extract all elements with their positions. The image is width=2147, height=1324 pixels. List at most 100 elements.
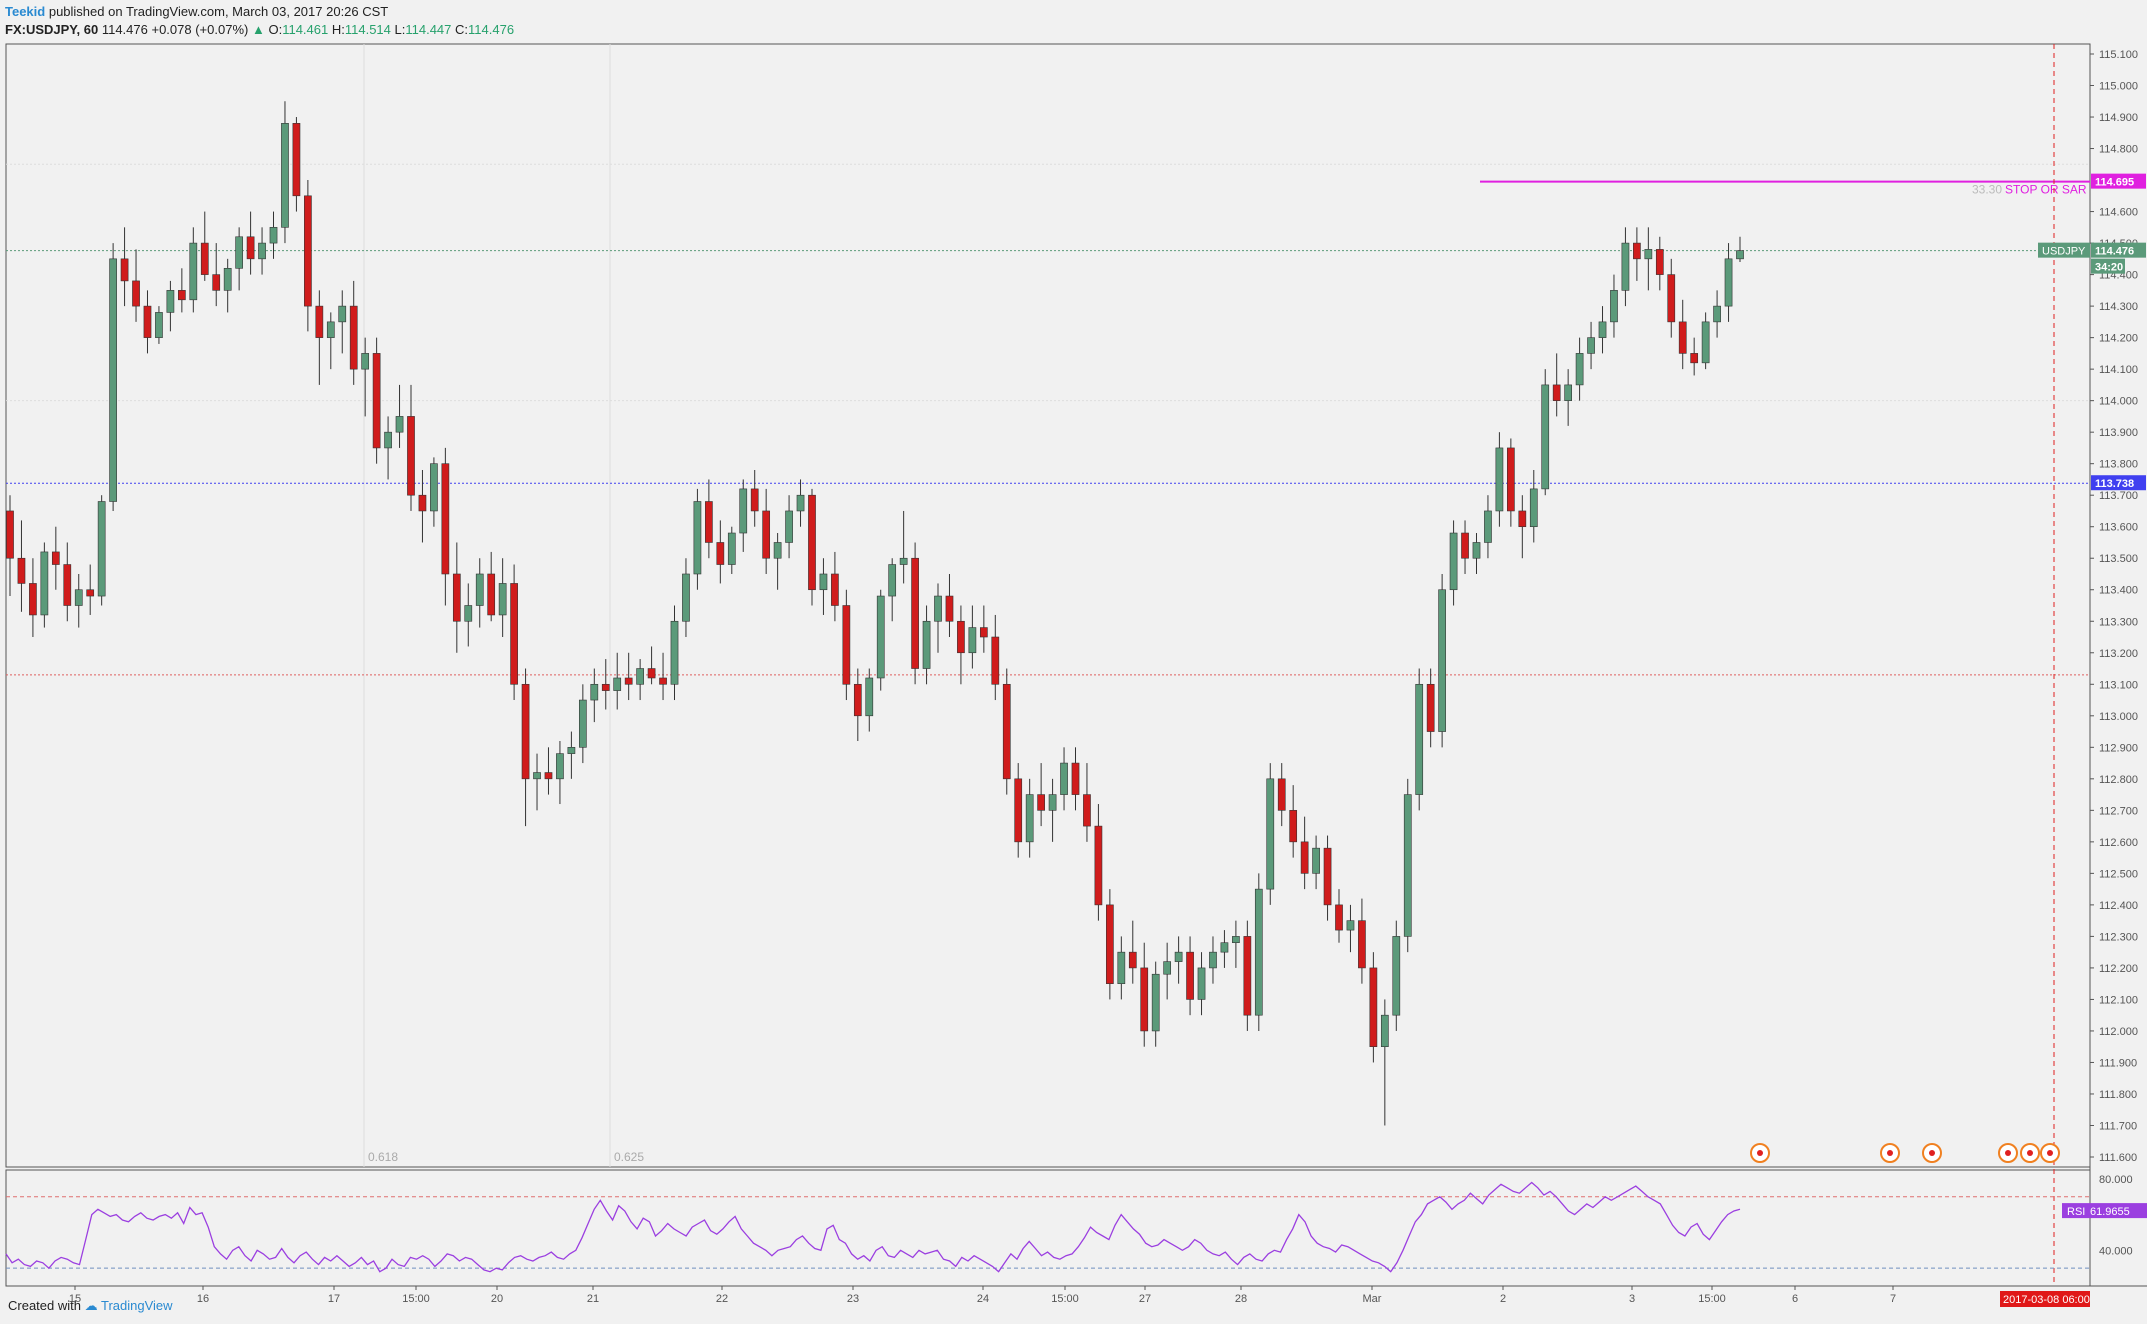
- candle-body: [498, 583, 507, 616]
- time-tick-label: 22: [716, 1293, 728, 1305]
- candle-body: [212, 274, 221, 291]
- candle-body: [544, 772, 553, 780]
- candle-body: [601, 683, 610, 691]
- time-tick-label: 3: [1629, 1293, 1635, 1305]
- price-tick-label: 113.900: [2099, 427, 2138, 439]
- event-marker-dot-icon: [1757, 1150, 1763, 1156]
- candle-body: [957, 620, 965, 654]
- candle-body: [1002, 683, 1011, 780]
- candle-body: [155, 312, 163, 338]
- candle-body: [911, 557, 919, 669]
- price-tick-label: 112.600: [2099, 837, 2138, 849]
- countdown-tag-bg: [2091, 258, 2125, 274]
- candle-body: [1094, 825, 1103, 906]
- candle-body: [613, 677, 622, 691]
- candle-body: [785, 510, 793, 543]
- rsi-label: RSI: [2067, 1206, 2085, 1218]
- candle-body: [189, 242, 198, 301]
- time-tick-label: 27: [1139, 1293, 1151, 1305]
- price-tick-label: 113.400: [2099, 585, 2138, 597]
- candle-body: [1254, 888, 1263, 1016]
- candle-body: [1667, 274, 1676, 323]
- candle-body: [1163, 961, 1172, 975]
- candle-body: [590, 683, 599, 701]
- candle-body: [1701, 321, 1710, 364]
- candle-body: [1335, 904, 1343, 931]
- candle-body: [235, 236, 243, 269]
- event-marker-dot-icon: [2047, 1150, 2053, 1156]
- time-tick-label: 6: [1792, 1293, 1798, 1305]
- candle-body: [97, 501, 106, 597]
- candle-body: [86, 589, 95, 597]
- author-link[interactable]: Teekid: [5, 4, 46, 19]
- candle-body: [567, 747, 576, 754]
- candle-body: [922, 620, 931, 669]
- up-arrow-icon: ▲: [251, 22, 265, 37]
- time-tick-label: 16: [197, 1293, 209, 1305]
- rsi-value: 61.9655: [2090, 1206, 2130, 1218]
- candle-body: [1289, 810, 1298, 843]
- candle-body: [1392, 936, 1401, 1016]
- candle-body: [1117, 951, 1126, 984]
- candle-body: [1300, 841, 1309, 874]
- candle-body: [1449, 532, 1458, 591]
- price-tick-label: 111.600: [2099, 1152, 2137, 1164]
- candle-body: [510, 583, 518, 685]
- publish-line: Teekid published on TradingView.com, Mar…: [5, 4, 388, 19]
- level-price-tag-bg: [2091, 475, 2146, 491]
- symbol-tag: USDJPY: [2042, 246, 2086, 258]
- low-value: 114.447: [405, 22, 452, 37]
- time-tick-label: 28: [1235, 1293, 1247, 1305]
- price-tick-label: 113.500: [2099, 553, 2138, 565]
- candle-body: [739, 488, 748, 534]
- close-label: C:: [455, 22, 469, 37]
- candle-body: [1369, 967, 1378, 1048]
- candle-body: [693, 501, 702, 575]
- candle-body: [808, 494, 816, 591]
- candle-body: [888, 564, 897, 597]
- candle-body: [1358, 920, 1366, 969]
- candle-body: [1380, 1014, 1389, 1048]
- rsi-line: [5, 1181, 1741, 1273]
- candle-body: [968, 627, 977, 654]
- candle-body: [178, 290, 186, 301]
- candle-body: [1644, 249, 1653, 260]
- candle-body: [773, 542, 782, 559]
- event-marker-icon: [1880, 1143, 1900, 1163]
- candle-body: [853, 683, 862, 717]
- candle-body: [533, 772, 541, 780]
- time-tick-label: 20: [491, 1293, 503, 1305]
- candle-body: [1232, 936, 1240, 944]
- tradingview-link[interactable]: TradingView: [101, 1298, 173, 1313]
- stop-price-tag: 114.695: [2095, 177, 2134, 189]
- candle-body: [1312, 847, 1320, 874]
- candle-body: [1151, 973, 1160, 1032]
- price-tick-label: 114.600: [2099, 207, 2138, 219]
- high-label: H:: [331, 22, 345, 37]
- candle-body: [1106, 904, 1114, 984]
- close-value: 114.476: [468, 22, 515, 37]
- candle-body: [876, 595, 885, 679]
- rsi-tick-label: 40.000: [2099, 1245, 2133, 1257]
- candle-body: [63, 564, 72, 606]
- candle-body: [223, 267, 232, 291]
- price-tick-label: 112.500: [2099, 868, 2138, 880]
- price-tick-label: 112.800: [2099, 774, 2138, 786]
- candle-body: [269, 227, 278, 244]
- candle-body: [372, 353, 381, 449]
- candle-body: [727, 532, 736, 565]
- candle-body: [1128, 951, 1137, 969]
- candle-body: [1140, 967, 1149, 1032]
- candle-body: [945, 595, 954, 622]
- candle-body: [1507, 447, 1515, 512]
- price-tick-label: 112.000: [2099, 1026, 2138, 1038]
- candle-body: [258, 242, 266, 260]
- candle-body: [1346, 920, 1355, 931]
- candle-body: [979, 627, 988, 638]
- candle-body: [750, 488, 759, 512]
- price-tick-label: 112.400: [2099, 900, 2138, 912]
- candle-body: [670, 620, 679, 685]
- candle-body: [624, 677, 633, 685]
- candle-body: [166, 290, 175, 313]
